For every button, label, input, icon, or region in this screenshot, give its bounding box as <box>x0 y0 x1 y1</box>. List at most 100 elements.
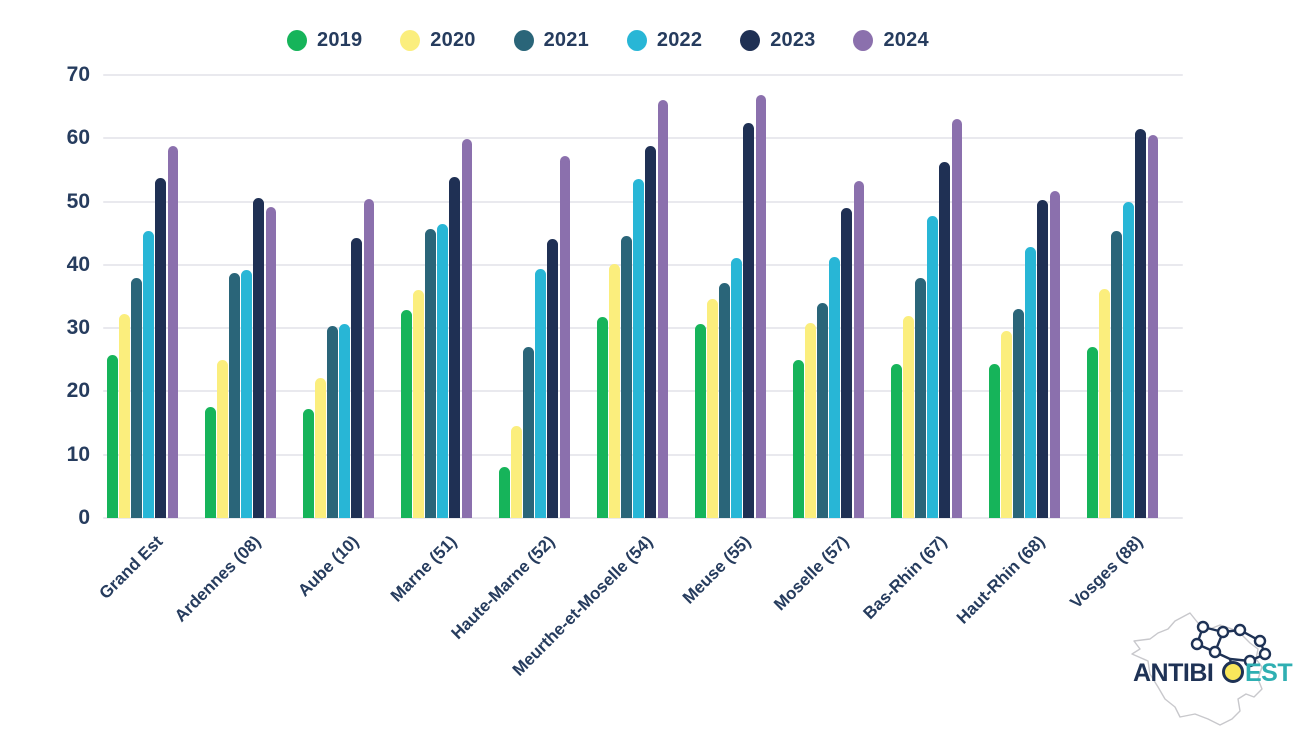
chart-legend: 2019 2020 2021 2022 2023 2024 <box>287 24 929 56</box>
legend-label: 2019 <box>317 28 363 51</box>
x-axis-label: Grand Est <box>95 532 166 603</box>
bar-2023 <box>939 162 950 518</box>
bar-2020 <box>511 425 522 518</box>
france-map-outline <box>1131 612 1263 726</box>
y-tick-label: 40 <box>66 252 90 276</box>
bar-2023 <box>743 123 754 518</box>
bar-2022 <box>241 269 252 518</box>
logo-text-est: EST <box>1245 659 1292 687</box>
bar-2022 <box>339 324 350 518</box>
bar-2023 <box>449 176 460 518</box>
bar-2024 <box>461 138 472 518</box>
bar-2023 <box>645 145 656 518</box>
logo-o-node <box>1222 661 1244 683</box>
x-axis-label: Ardennes (08) <box>170 532 264 626</box>
bar-2019 <box>1087 347 1098 518</box>
y-tick-label: 10 <box>66 442 90 466</box>
bar-2020 <box>413 290 424 518</box>
bar-2020 <box>903 315 914 518</box>
y-tick-label: 0 <box>78 506 90 529</box>
legend-color-dot <box>400 29 421 51</box>
bar-2021 <box>719 282 730 518</box>
bar-2024 <box>559 156 570 518</box>
bar-2022 <box>1123 201 1134 518</box>
bar-2021 <box>425 228 436 518</box>
bar-2021 <box>523 347 534 518</box>
bar-2022 <box>731 257 742 518</box>
legend-label: 2022 <box>656 28 703 51</box>
bar-2024 <box>951 119 962 518</box>
bar-2021 <box>1013 308 1024 518</box>
plot-area: Grand Est Ardennes (08) Aube (10) Marne (51… <box>95 74 1183 680</box>
y-tick-label: 70 <box>66 63 90 86</box>
legend-color-dot <box>853 29 874 51</box>
legend-color-dot <box>626 29 647 51</box>
bar-2021 <box>915 278 926 518</box>
molecule-icon <box>1190 620 1272 673</box>
bar-2020 <box>707 299 718 518</box>
bar-2023 <box>1135 128 1146 518</box>
bar-2019 <box>891 363 902 518</box>
legend-label: 2021 <box>543 28 589 51</box>
bar-2022 <box>633 179 644 518</box>
legend-item-2021: 2021 <box>513 28 589 52</box>
bar-2024 <box>265 207 276 518</box>
legend-item-2020: 2020 <box>400 29 475 52</box>
bar-2019 <box>401 310 412 518</box>
x-axis-label: Marne (51) <box>386 532 460 606</box>
bar-2020 <box>217 360 228 518</box>
bar-2024 <box>755 94 766 518</box>
logo-text-antibi: ANTIBI <box>1133 659 1213 687</box>
bar-2021 <box>229 273 240 518</box>
bar-2020 <box>315 378 326 518</box>
bar-2023 <box>841 207 852 518</box>
antibioest-logo: ANTIBI EST <box>1131 612 1293 726</box>
bar-2019 <box>695 323 706 518</box>
bar-2020 <box>1099 288 1110 518</box>
x-axis-label: Bas-Rhin (67) <box>859 532 950 623</box>
legend-color-dot <box>513 29 534 51</box>
bar-2024 <box>1049 190 1060 518</box>
bar-2019 <box>303 408 314 518</box>
bar-2023 <box>253 198 264 518</box>
y-tick-label: 50 <box>66 189 90 213</box>
bar-2020 <box>119 313 130 518</box>
bar-2021 <box>1111 231 1122 518</box>
bar-2023 <box>1037 200 1048 518</box>
bar-2020 <box>1001 331 1012 518</box>
legend-color-dot <box>740 29 761 51</box>
bar-2024 <box>657 100 668 518</box>
bar-2019 <box>989 363 1000 518</box>
y-tick-label: 20 <box>66 379 90 403</box>
bar-2021 <box>131 277 142 518</box>
bar-2022 <box>927 215 938 518</box>
gridline <box>103 74 1183 76</box>
legend-label: 2024 <box>883 28 929 51</box>
legend-item-2023: 2023 <box>740 29 815 52</box>
bar-2020 <box>805 323 816 518</box>
x-axis-label: Moselle (57) <box>769 532 852 615</box>
bar-2023 <box>547 238 558 518</box>
x-axis-label: Haut-Rhin (68) <box>952 532 1048 628</box>
bar-2021 <box>327 326 338 518</box>
bar-2022 <box>437 223 448 518</box>
bar-2019 <box>499 466 510 518</box>
legend-label: 2023 <box>770 28 816 51</box>
bar-2019 <box>597 316 608 518</box>
bar-2022 <box>535 268 546 518</box>
bar-2022 <box>143 230 154 518</box>
y-tick-label: 30 <box>66 316 90 340</box>
bar-2019 <box>205 407 216 518</box>
legend-item-2022: 2022 <box>626 28 703 52</box>
bar-2019 <box>793 360 804 518</box>
legend-color-dot <box>287 29 307 51</box>
bar-2024 <box>853 181 864 518</box>
bar-2023 <box>155 177 166 518</box>
gridline <box>103 517 1183 519</box>
bar-2020 <box>609 263 620 518</box>
gridline <box>103 137 1183 140</box>
bar-2022 <box>1025 247 1036 518</box>
bar-2022 <box>829 257 840 518</box>
legend-item-2024: 2024 <box>853 28 929 52</box>
